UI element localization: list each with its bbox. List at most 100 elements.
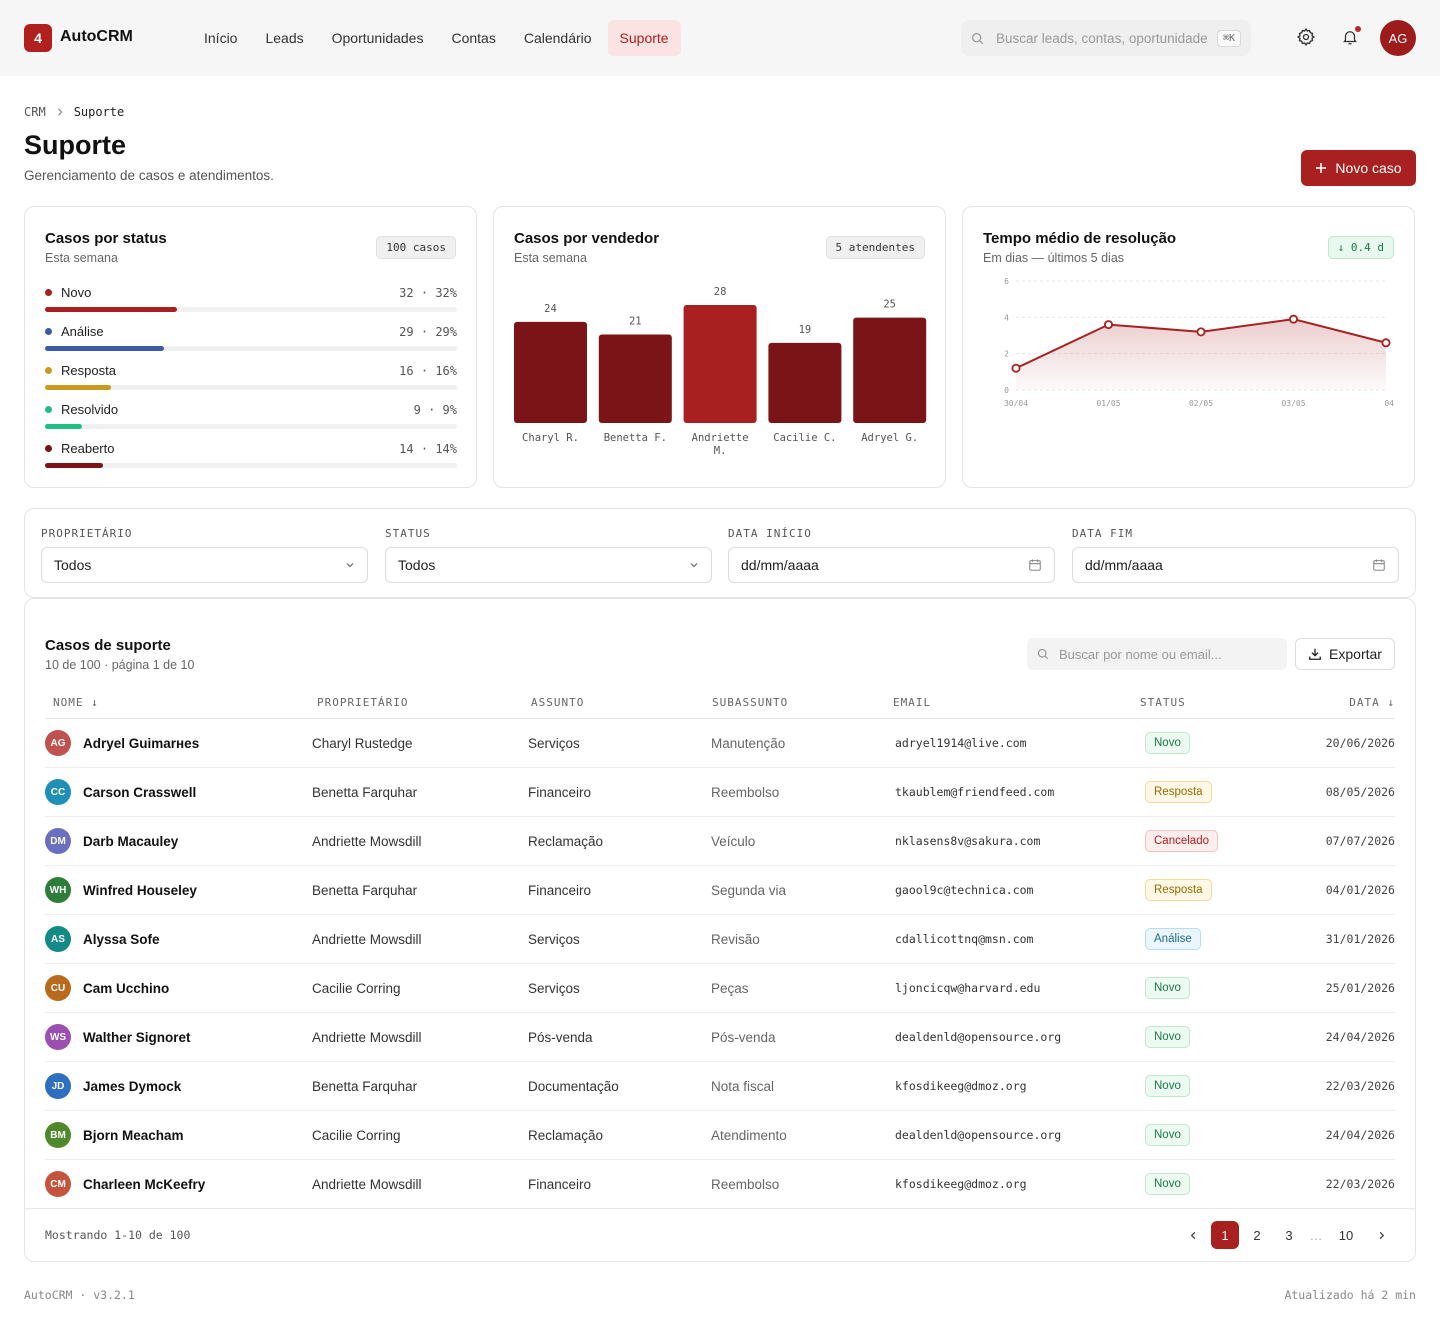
nav-item-1[interactable]: Leads (265, 30, 304, 46)
table-search-input[interactable]: Buscar por nome ou email... (1027, 638, 1287, 670)
bar[interactable] (768, 342, 842, 423)
page-button-1[interactable]: 1 (1211, 1221, 1239, 1249)
column-header: EMAIL (893, 696, 932, 709)
contact-name[interactable]: Walther Signoret (83, 1029, 191, 1045)
name-cell: CU Cam Ucchino (45, 964, 169, 1012)
status-progress-track (45, 307, 457, 312)
page-button-2[interactable]: 2 (1253, 1227, 1261, 1243)
name-cell: CM Charleen McKeefry (45, 1160, 205, 1208)
subject-cell: Pós-venda (528, 1029, 593, 1045)
table-row[interactable]: AG Adryel Guimarнes Charyl Rustedge Serviço… (45, 719, 1395, 768)
status-cell: Análise (1145, 915, 1201, 963)
logo-badge[interactable]: 4 (24, 24, 52, 52)
data-point[interactable] (1011, 363, 1021, 373)
contact-name[interactable]: James Dymock (83, 1078, 182, 1094)
page-button-3[interactable]: 3 (1285, 1227, 1293, 1243)
contact-name[interactable]: Alyssa Sofe (83, 931, 160, 947)
date-text: 07/07/2026 (1325, 834, 1395, 848)
search-placeholder: Buscar leads, contas, oportunidade (996, 30, 1208, 46)
subject-cell: Serviços (528, 735, 580, 751)
status-count: 16 (399, 363, 414, 378)
global-search[interactable]: Buscar leads, contas, oportunidade ⌘K (961, 20, 1251, 56)
filter-label: STATUS (385, 527, 431, 540)
filter-select[interactable]: Todos (385, 547, 712, 583)
contact-name[interactable]: Charleen McKeefry (83, 1176, 206, 1192)
status-progress-track (45, 385, 457, 390)
resolution-time-card: Tempo médio de resolução Em dias — últim… (962, 206, 1415, 488)
app-name[interactable]: AutoCRM (60, 28, 133, 45)
contact-name[interactable]: Carson Crasswell (83, 784, 197, 800)
data-point[interactable] (1103, 320, 1113, 330)
nav-item-2[interactable]: Oportunidades (331, 30, 424, 46)
bar-category-label: Adryel G. (861, 432, 918, 444)
email-text: nklasens8v@sakura.com (895, 834, 1041, 848)
table-row[interactable]: WH Winfred Houseley Benetta Farquhar Financ… (45, 866, 1395, 915)
column-header[interactable]: NOME ↓ (53, 696, 99, 709)
settings-button[interactable] (1295, 26, 1317, 48)
contact-name[interactable]: Adryel Guimarнes (83, 735, 200, 751)
page-button-10[interactable]: 10 (1338, 1227, 1354, 1243)
subsubject-cell: Nota fiscal (711, 1078, 775, 1094)
table-row[interactable]: DM Darb Macauley Andriette Mowsdill Reclama… (45, 817, 1395, 866)
nav-item-0[interactable]: Início (204, 30, 238, 46)
email-cell: dealdenld@opensource.org (895, 1013, 1061, 1061)
table-row[interactable]: BM Bjorn Meacham Cacilie Corring Reclamação… (45, 1111, 1395, 1160)
bar[interactable] (514, 321, 587, 423)
subsubject-cell: Manutenção (711, 735, 786, 751)
contact-name[interactable]: Darb Macauley (83, 833, 179, 849)
status-cell: Resposta (1145, 768, 1212, 816)
breadcrumb-crm[interactable]: CRM (24, 105, 46, 119)
nav-item-5[interactable]: Suporte (607, 20, 681, 56)
new-case-label: Novo caso (1335, 160, 1402, 176)
table-row[interactable]: CM Charleen McKeefry Andriette Mowsdill Fin… (45, 1160, 1395, 1209)
contact-name[interactable]: Winfred Houseley (83, 882, 197, 898)
user-avatar[interactable]: AG (1380, 20, 1416, 56)
bar[interactable] (683, 305, 757, 423)
date-input[interactable]: dd/mm/aaaa (728, 547, 1055, 583)
data-point[interactable] (1196, 327, 1206, 337)
subject-cell: Financeiro (528, 784, 592, 800)
table-row[interactable]: JD James Dymock Benetta Farquhar Documentaç… (45, 1062, 1395, 1111)
nav-item-4[interactable]: Calendário (523, 30, 592, 46)
filter-value: dd/mm/aaaa (741, 557, 819, 573)
bar-value-label: 19 (799, 324, 812, 336)
status-percent: 29% (435, 324, 457, 339)
next-page-button[interactable] (1367, 1221, 1395, 1249)
status-label: Resposta (61, 363, 116, 378)
table-row[interactable]: WS Walther Signoret Andriette Mowsdill Pós-… (45, 1013, 1395, 1062)
data-point[interactable] (1381, 338, 1391, 348)
breadcrumb: CRM Suporte (24, 105, 124, 119)
status-progress-track (45, 463, 457, 468)
status-dot (45, 445, 52, 452)
email-cell: cdallicottnq@msn.com (895, 915, 1033, 963)
bar-category-label: Charyl R. (522, 432, 579, 444)
prev-page-button[interactable] (1179, 1221, 1207, 1249)
nav-item-3[interactable]: Contas (451, 30, 496, 46)
x-tick-label: 02/05 (1189, 399, 1213, 408)
contact-name[interactable]: Bjorn Meacham (83, 1127, 184, 1143)
column-header: SUBASSUNTO (712, 696, 789, 709)
column-header[interactable]: DATA ↓ (1349, 696, 1395, 709)
date-cell: 08/05/2026 (1326, 768, 1395, 816)
status-label-row: Novo 32 · 32% (45, 285, 457, 300)
status-label-row: Resolvido 9 · 9% (45, 402, 457, 417)
table-row[interactable]: AS Alyssa Sofe Andriette Mowsdill Serviços R… (45, 915, 1395, 964)
filter-select[interactable]: Todos (41, 547, 368, 583)
export-button[interactable]: Exportar (1295, 638, 1395, 670)
table-row[interactable]: CC Carson Crasswell Benetta Farquhar Financ… (45, 768, 1395, 817)
status-label: Reaberto (61, 441, 115, 456)
notifications-button[interactable] (1339, 26, 1361, 48)
contact-name[interactable]: Cam Ucchino (83, 980, 170, 996)
table-row[interactable]: CU Cam Ucchino Cacilie Corring Serviços Peça… (45, 964, 1395, 1013)
owner-cell: Andriette Mowsdill (312, 931, 422, 947)
avatar: DM (45, 828, 71, 854)
date-text: 22/03/2026 (1325, 1079, 1395, 1093)
bar[interactable] (598, 334, 672, 424)
separator-dot: · (413, 285, 436, 300)
new-case-button[interactable]: Novo caso (1301, 150, 1416, 186)
bar[interactable] (853, 317, 927, 423)
date-text: 04/01/2026 (1325, 883, 1395, 897)
data-point[interactable] (1288, 314, 1298, 324)
date-input[interactable]: dd/mm/aaaa (1072, 547, 1399, 583)
date-cell: 31/01/2026 (1326, 915, 1395, 963)
